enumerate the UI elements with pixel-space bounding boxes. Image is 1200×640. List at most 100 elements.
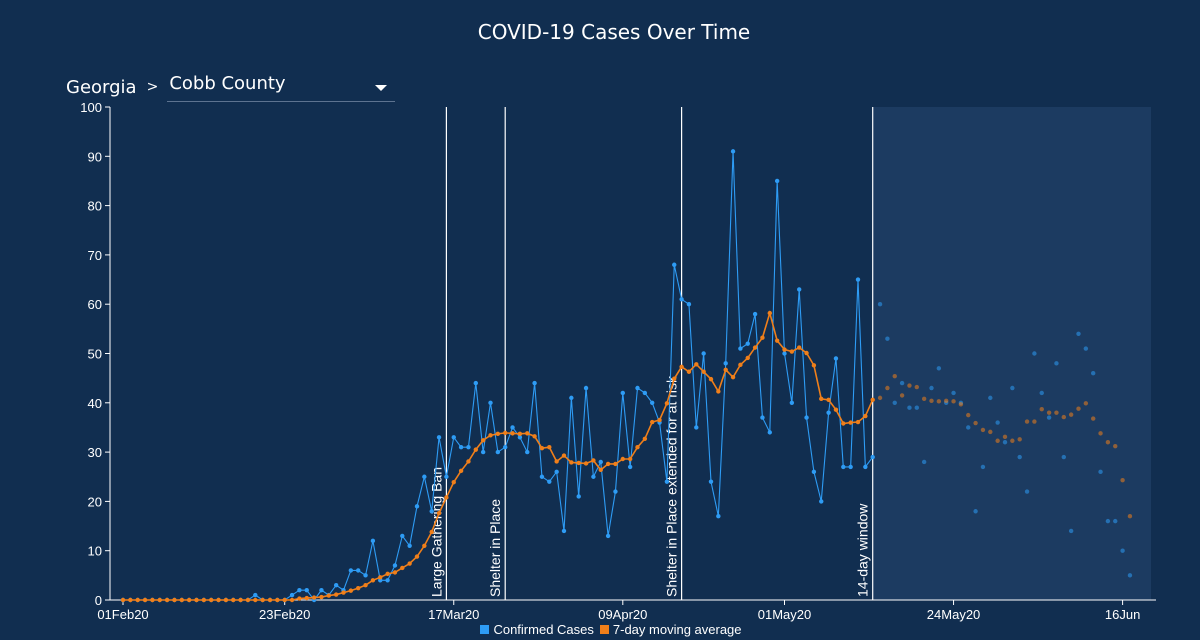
data-point-moving-average: [194, 597, 199, 603]
data-point-moving-average: [1046, 410, 1052, 415]
data-point-moving-average: [980, 427, 986, 433]
data-point-confirmed: [620, 390, 625, 396]
data-point-confirmed: [547, 479, 552, 484]
data-point-moving-average: [297, 596, 302, 601]
data-point-moving-average: [414, 554, 420, 559]
data-point-moving-average: [929, 398, 934, 404]
data-point-confirmed: [297, 587, 302, 593]
data-point-moving-average: [223, 597, 229, 603]
legend-item-confirmed[interactable]: Confirmed Cases: [480, 622, 594, 637]
data-point-moving-average: [738, 362, 743, 368]
x-tick-label: 09Apr20: [598, 607, 647, 622]
data-point-moving-average: [1054, 410, 1059, 415]
data-point-confirmed: [664, 479, 670, 484]
data-point-confirmed: [407, 543, 412, 548]
legend-label-moving-average: 7-day moving average: [612, 622, 742, 637]
data-point-moving-average: [532, 434, 537, 439]
breadcrumb-region[interactable]: Georgia: [66, 76, 137, 98]
data-point-moving-average: [326, 593, 331, 598]
data-point-moving-average: [385, 571, 390, 577]
data-point-moving-average: [1127, 513, 1133, 519]
data-point-confirmed: [576, 494, 581, 499]
data-point-moving-average: [672, 376, 677, 381]
chevron-down-icon[interactable]: [375, 84, 388, 91]
data-point-confirmed: [650, 400, 655, 405]
data-point-confirmed: [1002, 440, 1008, 445]
data-point-confirmed: [907, 405, 912, 410]
data-point-moving-average: [686, 369, 692, 374]
breadcrumb: Georgia > Cobb County: [66, 73, 396, 102]
data-point-moving-average: [797, 345, 802, 350]
data-point-moving-average: [569, 460, 574, 465]
x-tick-label: 24May20: [927, 607, 980, 622]
data-point-moving-average: [392, 570, 398, 575]
data-point-confirmed: [503, 444, 508, 450]
data-point-moving-average: [760, 335, 765, 340]
data-point-confirmed: [480, 449, 486, 455]
data-point-confirmed: [591, 474, 596, 479]
data-point-confirmed: [392, 563, 398, 568]
data-point-confirmed: [598, 459, 603, 465]
county-dropdown[interactable]: Cobb County: [167, 73, 396, 102]
y-tick-label: 40: [88, 396, 102, 411]
data-point-moving-average: [179, 597, 184, 603]
data-point-confirmed: [333, 583, 339, 588]
x-tick-label: 23Feb20: [259, 607, 310, 622]
data-point-confirmed: [569, 395, 574, 401]
data-point-moving-average: [231, 597, 236, 603]
data-point-moving-average: [826, 397, 831, 403]
legend-item-moving-average[interactable]: 7-day moving average: [599, 622, 742, 637]
data-point-moving-average: [694, 362, 699, 367]
data-point-confirmed: [422, 474, 427, 479]
data-point-moving-average: [789, 349, 795, 354]
data-point-confirmed: [627, 464, 633, 470]
legend-swatch-confirmed: [480, 625, 490, 634]
data-point-confirmed: [510, 425, 515, 430]
data-point-confirmed: [635, 385, 640, 391]
data-point-confirmed: [973, 509, 978, 514]
data-point-confirmed: [414, 504, 420, 509]
data-point-confirmed: [855, 277, 861, 282]
data-point-moving-average: [451, 479, 456, 485]
data-point-confirmed: [899, 380, 905, 386]
y-tick-label: 60: [88, 297, 102, 312]
data-point-moving-average: [289, 597, 295, 603]
data-point-moving-average: [407, 561, 412, 566]
data-point-moving-average: [260, 597, 265, 603]
data-point-moving-average: [363, 583, 368, 588]
data-point-moving-average: [282, 597, 287, 603]
data-point-moving-average: [1061, 414, 1067, 420]
data-point-confirmed: [363, 573, 368, 578]
data-point-confirmed: [532, 380, 537, 386]
data-point-confirmed: [525, 449, 530, 455]
data-point-moving-average: [142, 597, 148, 603]
x-tick-label: 01May20: [758, 607, 811, 622]
data-point-moving-average: [944, 398, 949, 404]
data-point-moving-average: [598, 467, 603, 473]
data-point-moving-average: [995, 438, 1000, 443]
annotation-label: Shelter in Place: [487, 499, 503, 597]
data-point-moving-average: [253, 597, 258, 603]
data-point-confirmed: [1061, 454, 1067, 460]
data-point-moving-average: [466, 459, 471, 464]
data-point-moving-average: [848, 420, 853, 425]
annotation-label: Shelter in Place extended for at risk: [664, 375, 680, 597]
data-point-confirmed: [1010, 385, 1015, 391]
data-point-confirmed: [752, 311, 758, 317]
data-point-moving-average: [1076, 406, 1081, 411]
data-point-confirmed: [914, 405, 919, 410]
annotation-label: 14-day window: [855, 503, 871, 597]
data-point-moving-average: [1002, 434, 1008, 440]
data-point-confirmed: [1068, 528, 1074, 534]
x-tick-label: 17Mar20: [428, 607, 479, 622]
data-point-moving-average: [885, 385, 890, 391]
x-tick-label: 16Jun: [1105, 607, 1140, 622]
data-point-moving-average: [973, 420, 978, 426]
data-point-moving-average: [1010, 438, 1015, 443]
data-point-moving-average: [1024, 419, 1030, 424]
data-point-moving-average: [525, 431, 530, 436]
data-point-confirmed: [980, 464, 986, 470]
y-tick-label: 70: [88, 248, 102, 263]
data-point-moving-average: [966, 412, 971, 418]
